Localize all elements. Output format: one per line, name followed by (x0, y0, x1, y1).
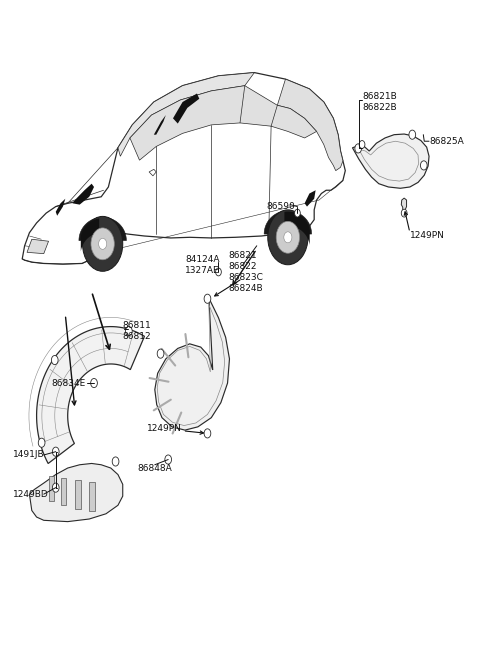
Polygon shape (149, 170, 156, 176)
Circle shape (268, 210, 308, 265)
Circle shape (284, 232, 292, 243)
Polygon shape (130, 86, 317, 160)
Text: 86825A: 86825A (429, 137, 464, 145)
Polygon shape (89, 481, 95, 510)
Text: 1249PN: 1249PN (410, 231, 445, 240)
Circle shape (98, 238, 107, 250)
Circle shape (216, 268, 221, 276)
Text: 86834E: 86834E (51, 379, 85, 388)
Polygon shape (81, 218, 99, 252)
Polygon shape (36, 327, 144, 464)
Polygon shape (79, 217, 126, 240)
Polygon shape (401, 198, 407, 210)
Text: 86811
86812: 86811 86812 (123, 321, 152, 341)
Circle shape (165, 455, 171, 464)
Text: 86590: 86590 (266, 202, 295, 211)
Polygon shape (352, 134, 429, 188)
Text: 86821
86822
86823C
86824B: 86821 86822 86823C 86824B (228, 251, 263, 293)
Polygon shape (173, 94, 199, 124)
Polygon shape (22, 73, 345, 264)
Polygon shape (56, 198, 65, 215)
Polygon shape (154, 115, 166, 135)
Polygon shape (264, 211, 312, 234)
Polygon shape (27, 239, 48, 253)
Circle shape (125, 327, 132, 336)
Polygon shape (75, 480, 81, 508)
Circle shape (295, 209, 300, 217)
Text: 86848A: 86848A (137, 464, 172, 472)
Polygon shape (60, 478, 66, 505)
Text: 86821B
86822B: 86821B 86822B (362, 92, 397, 112)
Circle shape (83, 216, 123, 271)
Circle shape (204, 429, 211, 438)
Circle shape (204, 294, 211, 303)
Circle shape (355, 144, 361, 153)
Polygon shape (118, 73, 254, 157)
Circle shape (52, 447, 59, 457)
Polygon shape (285, 212, 310, 245)
Polygon shape (72, 183, 94, 204)
Circle shape (359, 141, 365, 149)
Circle shape (52, 483, 59, 492)
Polygon shape (48, 476, 54, 500)
Circle shape (401, 209, 407, 217)
Polygon shape (29, 464, 123, 521)
Circle shape (409, 130, 416, 140)
Circle shape (157, 349, 164, 358)
Circle shape (91, 228, 114, 260)
Text: 84124A
1327AE: 84124A 1327AE (185, 255, 219, 276)
Circle shape (112, 457, 119, 466)
Circle shape (51, 356, 58, 365)
Text: 1491JB: 1491JB (12, 451, 44, 459)
Text: 1249BD: 1249BD (12, 490, 48, 498)
Polygon shape (277, 79, 343, 171)
Polygon shape (305, 190, 316, 206)
Circle shape (38, 438, 45, 447)
Circle shape (91, 379, 97, 388)
Text: 1249PN: 1249PN (147, 424, 181, 434)
Circle shape (276, 221, 300, 253)
Circle shape (420, 161, 427, 170)
Polygon shape (155, 298, 229, 430)
